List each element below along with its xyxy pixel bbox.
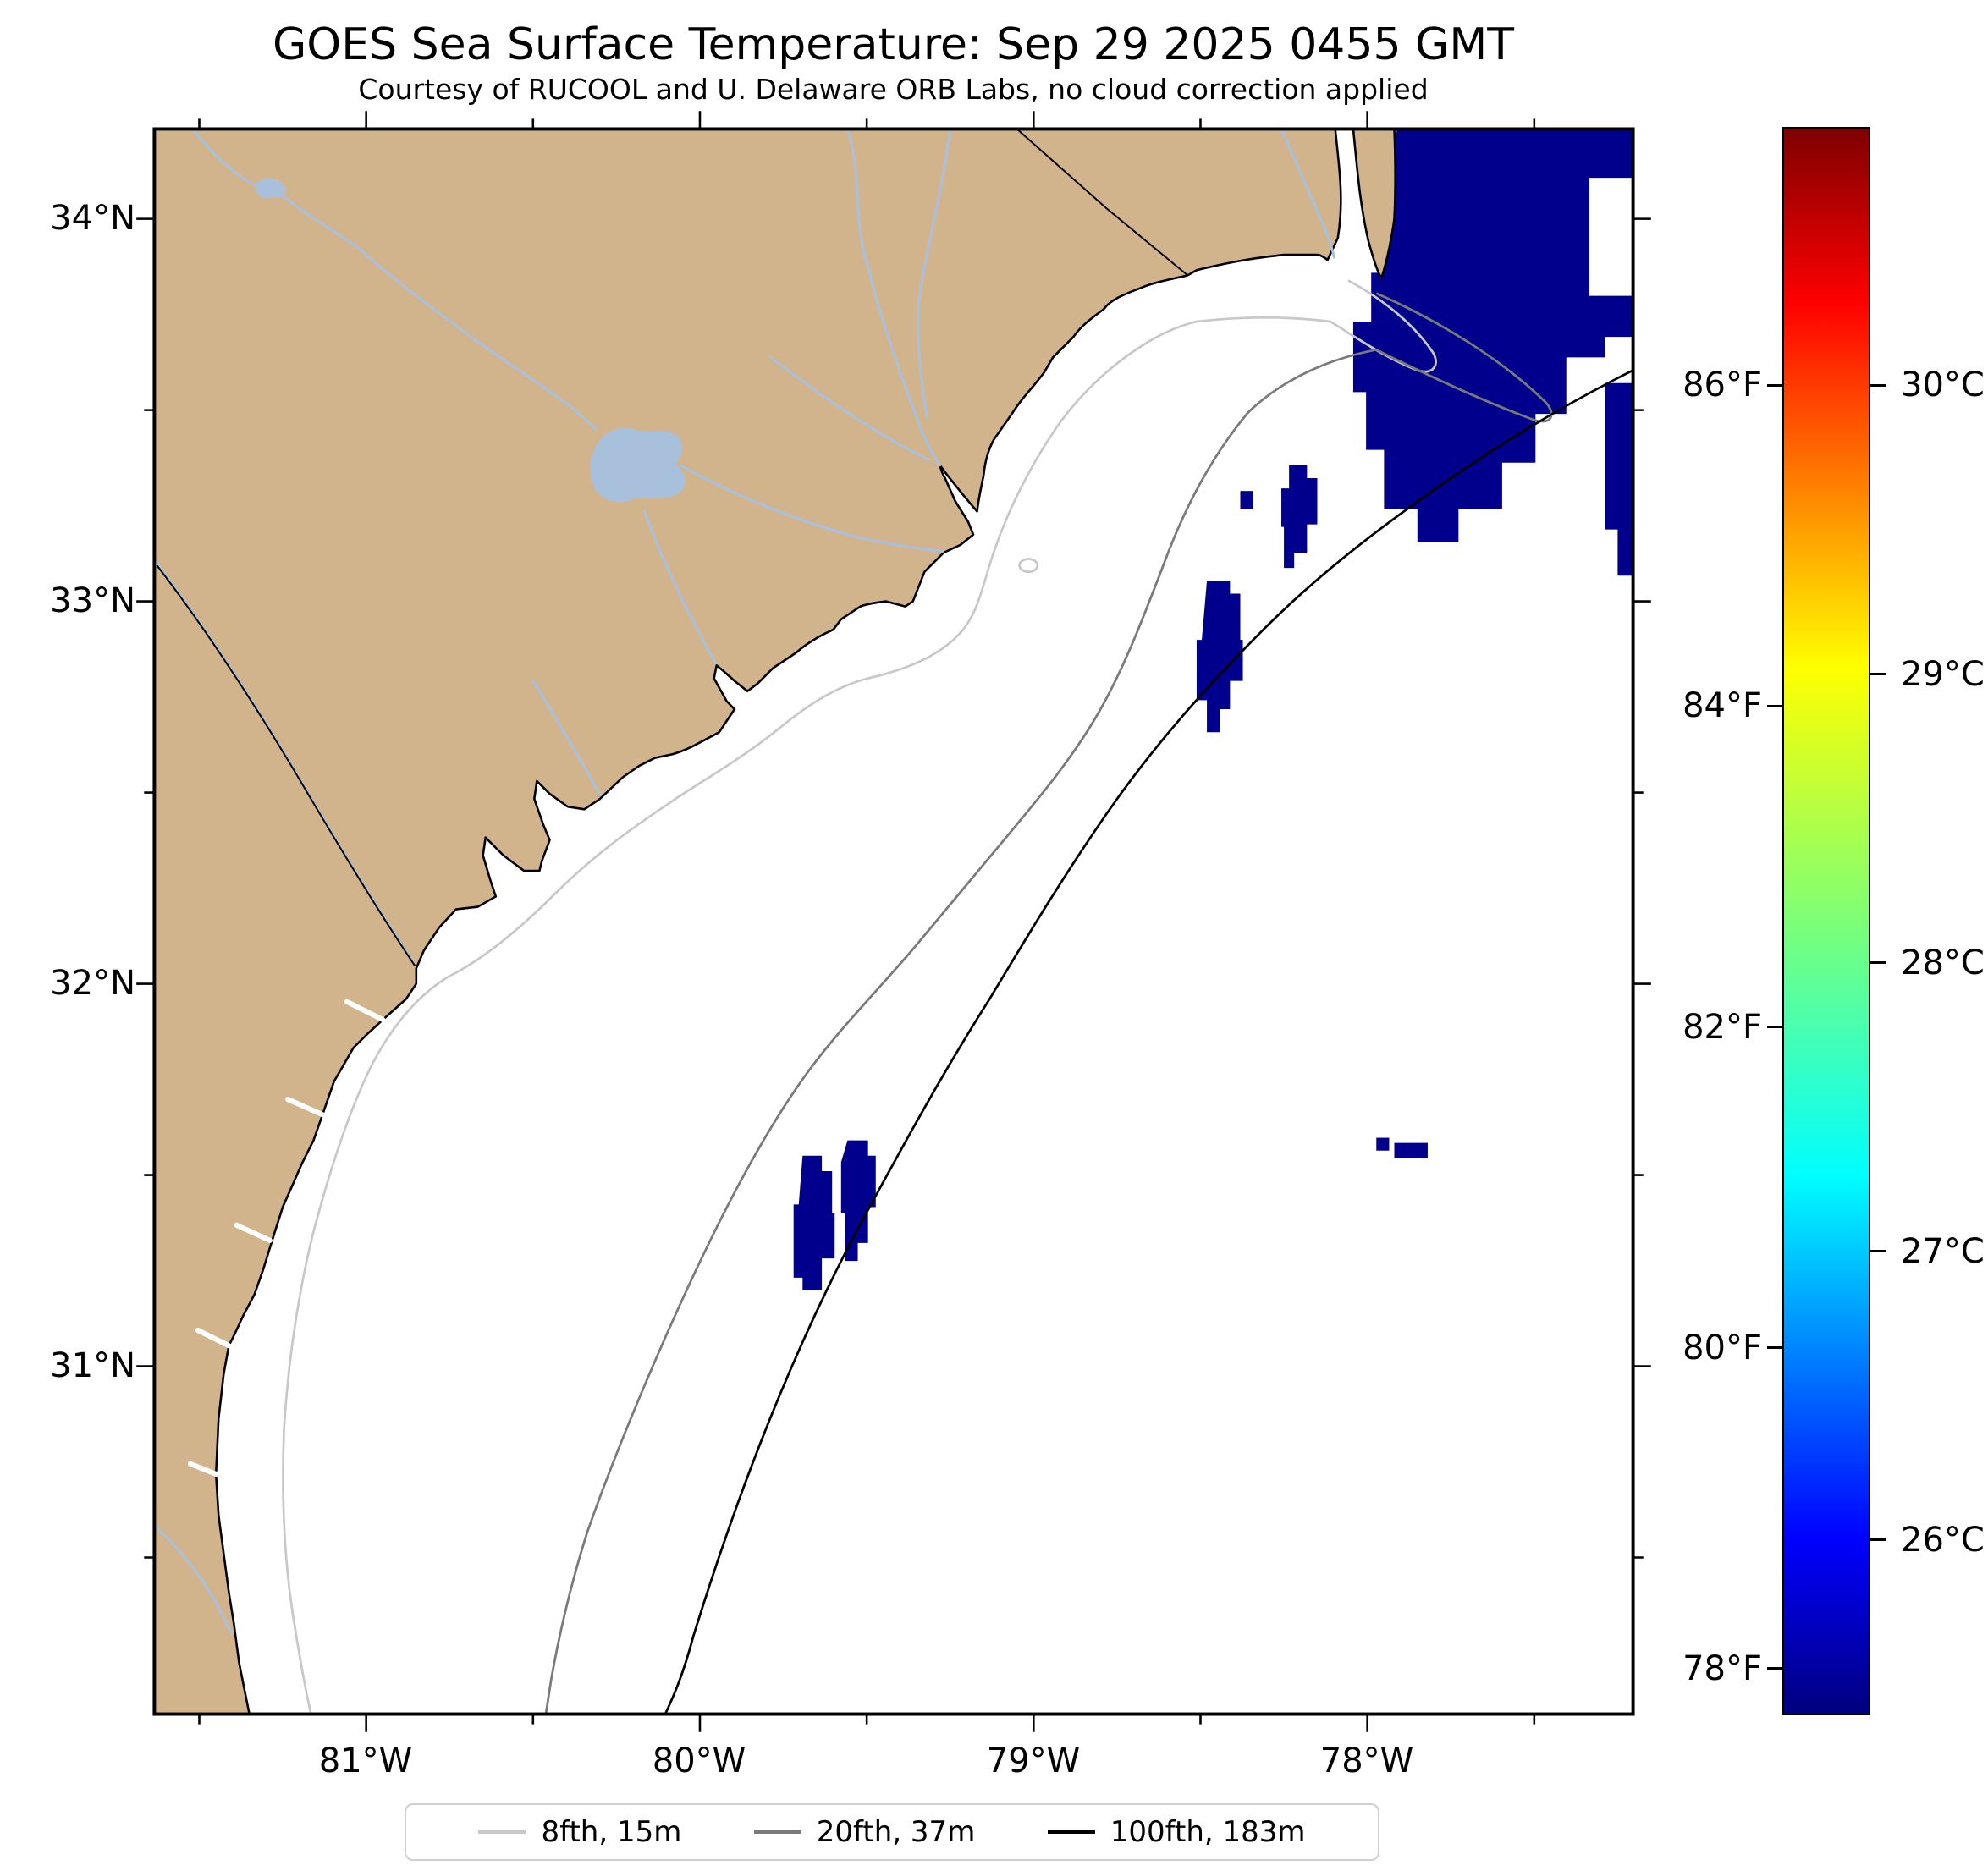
coastal-inlets [187,999,386,1477]
colorbar-c-label: 30°C [1901,366,1985,404]
y-tick-label: 31°N [50,1346,135,1385]
colorbar-c-label: 29°C [1901,655,1985,694]
colorbar-tick [1870,384,1886,387]
colorbar-tick [1870,1250,1886,1252]
cape-fear-river [1280,129,1335,259]
legend-line-100fth [1047,1830,1095,1834]
x-tick-label: 81°W [318,1742,413,1780]
major-ticks [136,111,1651,1732]
axis-ticks [136,111,1651,1732]
legend: 8fth, 15m 20fth, 37m 100fth, 183m [405,1803,1379,1861]
legend-line-20fth [753,1830,801,1834]
legend-line-8fth [478,1830,526,1834]
map-plot [136,111,1651,1732]
colorbar-f-label: 86°F [1682,366,1762,404]
legend-label: 8fth, 15m [541,1815,682,1849]
figure-subtitle: Courtesy of RUCOOL and U. Delaware ORB L… [358,73,1429,106]
y-tick-label: 32°N [50,964,135,1003]
lake-marion-moultrie [590,427,686,503]
contour-100fth [664,369,1633,1714]
legend-label: 20fth, 37m [816,1815,976,1849]
colorbar [1782,127,1870,1715]
edisto-river [531,680,602,795]
colorbar-tick [1767,705,1782,707]
x-tick-label: 80°W [652,1742,746,1780]
colorbar-tick [1870,673,1886,675]
colorbar-tick [1870,1538,1886,1541]
colorbar-c-label: 27°C [1901,1232,1985,1271]
upper-stream [191,129,259,189]
y-tick-label: 33°N [50,581,135,620]
mainland [154,129,1342,1714]
colorbar-gradient [1784,129,1869,1714]
colorbar-tick [1767,384,1782,387]
colorbar-f-label: 84°F [1682,686,1762,725]
legend-label: 100fth, 183m [1110,1815,1306,1849]
figure-title: GOES Sea Surface Temperature: Sep 29 202… [273,19,1514,70]
pee-dee-river [845,129,942,467]
map-frame [152,127,1635,1716]
colorbar-f-label: 78°F [1682,1649,1762,1688]
colorbar-tick [1767,1026,1782,1028]
legend-item: 20fth, 37m [753,1815,976,1849]
nc-sc-border [1016,129,1188,277]
cape-fear-barrier-island [1352,129,1396,279]
legend-item: 8fth, 15m [478,1818,681,1846]
cold-sst-patches [793,129,1633,1291]
sc-ga-border [156,564,416,966]
colorbar-tick [1767,1667,1782,1670]
x-tick-label: 78°W [1319,1742,1414,1780]
congaree-river [274,189,598,431]
little-pee-dee-river [917,129,952,420]
x-tick-label: 79°W [986,1742,1081,1780]
black-river [768,355,931,462]
colorbar-f-label: 82°F [1682,1008,1762,1047]
minor-ticks [144,118,1644,1725]
cooper-river [643,509,717,664]
state-borders [156,129,1188,966]
land [154,129,1396,1714]
colorbar-tick [1870,961,1886,964]
georgia-river [154,1524,233,1635]
colorbar-tick [1767,1346,1782,1349]
colorbar-f-label: 80°F [1682,1329,1762,1367]
santee-river [679,464,944,553]
colorbar-c-label: 26°C [1901,1521,1985,1560]
legend-item: 100fth, 183m [1047,1815,1306,1849]
y-tick-label: 34°N [50,199,135,238]
contour-8fth [282,279,1437,1714]
contour-20fth [544,292,1553,1714]
colorbar-c-label: 28°C [1901,944,1985,982]
